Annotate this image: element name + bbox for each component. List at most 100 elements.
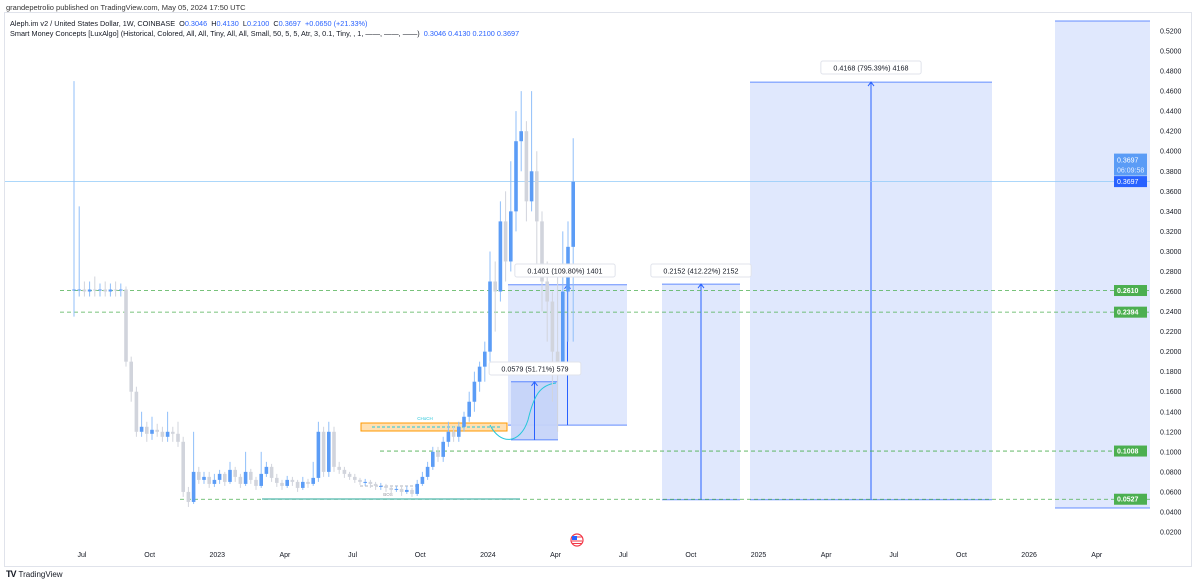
candle-body bbox=[420, 476, 425, 484]
x-tick-label: Jul bbox=[889, 552, 898, 559]
candle-body bbox=[399, 488, 404, 492]
y-tick-label: 0.1800 bbox=[1160, 369, 1182, 376]
symbol-name[interactable]: Aleph.im v2 / United States Dollar, 1W, … bbox=[10, 19, 176, 28]
candle-body bbox=[160, 431, 165, 437]
arrow-head-icon bbox=[531, 380, 538, 387]
candle-body bbox=[457, 426, 461, 437]
level-label: 0.1008 bbox=[1117, 449, 1139, 456]
open-label: O bbox=[179, 19, 185, 28]
chart-legend: Aleph.im v2 / United States Dollar, 1W, … bbox=[10, 19, 519, 39]
level-label: 0.0527 bbox=[1117, 497, 1139, 504]
y-tick-label: 0.2400 bbox=[1160, 309, 1182, 316]
price-range-label: 0.4168 (795.39%) 4168 bbox=[833, 64, 908, 73]
open-value: 0.3046 bbox=[184, 19, 208, 28]
symbol-legend: Aleph.im v2 / United States Dollar, 1W, … bbox=[10, 19, 519, 29]
countdown-label: 06:09:58 bbox=[1117, 168, 1144, 175]
level-badge bbox=[1114, 285, 1147, 297]
change-value: +0.0650 (+21.33%) bbox=[305, 19, 368, 28]
y-tick-label: 0.3600 bbox=[1160, 189, 1182, 196]
candle-body bbox=[519, 131, 523, 142]
close-value: 0.3697 bbox=[278, 19, 301, 28]
candle-body bbox=[477, 366, 482, 382]
candle-body bbox=[269, 466, 274, 478]
price-range-label: 0.0579 (51.71%) 579 bbox=[501, 365, 568, 374]
candle-body bbox=[358, 479, 362, 482]
candle-body bbox=[181, 441, 185, 492]
candle-body bbox=[82, 289, 87, 292]
candle-body bbox=[368, 481, 373, 484]
x-tick-label: Oct bbox=[956, 552, 967, 559]
candle-body bbox=[165, 431, 170, 437]
candle-body bbox=[301, 481, 305, 488]
x-tick-label: Apr bbox=[1091, 552, 1103, 559]
candle-body bbox=[212, 479, 217, 484]
candle-body bbox=[540, 221, 544, 282]
candle-body bbox=[353, 476, 357, 480]
candle-body bbox=[113, 289, 118, 291]
candle-body bbox=[327, 431, 331, 472]
candle-body bbox=[202, 476, 206, 480]
y-tick-label: 0.2800 bbox=[1160, 269, 1182, 276]
candle-body bbox=[108, 289, 113, 292]
candle-body bbox=[186, 491, 191, 502]
y-tick-label: 0.5000 bbox=[1160, 49, 1182, 56]
candle-body bbox=[217, 473, 222, 480]
candle-body bbox=[150, 429, 154, 434]
candle-body bbox=[514, 141, 518, 212]
y-tick-label: 0.3400 bbox=[1160, 209, 1182, 216]
candle-body bbox=[524, 131, 529, 202]
candle-body bbox=[119, 289, 123, 291]
x-tick-label: Apr bbox=[821, 552, 833, 559]
candle-body bbox=[347, 473, 352, 477]
candle-body bbox=[488, 281, 492, 352]
y-tick-label: 0.3800 bbox=[1160, 169, 1182, 176]
level-label: 0.2610 bbox=[1117, 288, 1139, 295]
countdown-badge bbox=[1114, 153, 1147, 176]
candle-body bbox=[223, 473, 227, 482]
y-tick-label: 0.4400 bbox=[1160, 109, 1182, 116]
footer: TV TradingView bbox=[6, 569, 63, 579]
y-tick-label: 0.1600 bbox=[1160, 389, 1182, 396]
price-range-label: 0.1401 (109.80%) 1401 bbox=[527, 267, 602, 276]
candle-body bbox=[77, 289, 81, 291]
candle-body bbox=[191, 471, 196, 502]
candle-body bbox=[384, 485, 388, 488]
candle-body bbox=[379, 485, 383, 487]
y-tick-label: 0.5200 bbox=[1160, 29, 1182, 36]
y-tick-label: 0.4000 bbox=[1160, 149, 1182, 156]
candle-body bbox=[509, 211, 513, 262]
candle-body bbox=[228, 469, 232, 482]
candle-body bbox=[441, 441, 445, 457]
candle-body bbox=[493, 281, 497, 292]
candle-body bbox=[545, 281, 549, 302]
candle-body bbox=[342, 469, 347, 474]
y-tick-label: 0.4800 bbox=[1160, 69, 1182, 76]
candle-body bbox=[555, 351, 560, 362]
x-tick-label: 2025 bbox=[751, 552, 767, 559]
publisher-line: grandepetrolio published on TradingView.… bbox=[6, 3, 246, 12]
x-tick-label: 2023 bbox=[210, 552, 226, 559]
candle-body bbox=[139, 426, 144, 432]
last-price-badge bbox=[1114, 176, 1147, 188]
candle-body bbox=[321, 431, 326, 472]
candle-body bbox=[243, 471, 248, 484]
last-price-label: 0.3697 bbox=[1117, 158, 1139, 165]
chart-frame bbox=[4, 12, 1192, 567]
level-label: 0.2394 bbox=[1117, 310, 1139, 317]
y-tick-label: 0.3200 bbox=[1160, 229, 1182, 236]
us-flag-event-icon bbox=[572, 536, 577, 540]
price-range-label-box bbox=[514, 263, 616, 278]
price-range-box bbox=[1055, 20, 1150, 508]
high-value: 0.4130 bbox=[216, 19, 239, 28]
candle-body bbox=[124, 289, 128, 362]
bos-label: BOS bbox=[383, 492, 393, 497]
tradingview-logo: TV bbox=[6, 569, 16, 579]
choch-label: CHoCH bbox=[417, 416, 433, 421]
candle-body bbox=[550, 301, 555, 352]
footer-brand[interactable]: TradingView bbox=[18, 569, 63, 579]
indicator-name[interactable]: Smart Money Concepts [LuxAlgo] (Historic… bbox=[10, 29, 420, 38]
candle-body bbox=[87, 289, 92, 292]
y-tick-label: 0.4600 bbox=[1160, 89, 1182, 96]
price-range-label-box bbox=[650, 263, 752, 278]
